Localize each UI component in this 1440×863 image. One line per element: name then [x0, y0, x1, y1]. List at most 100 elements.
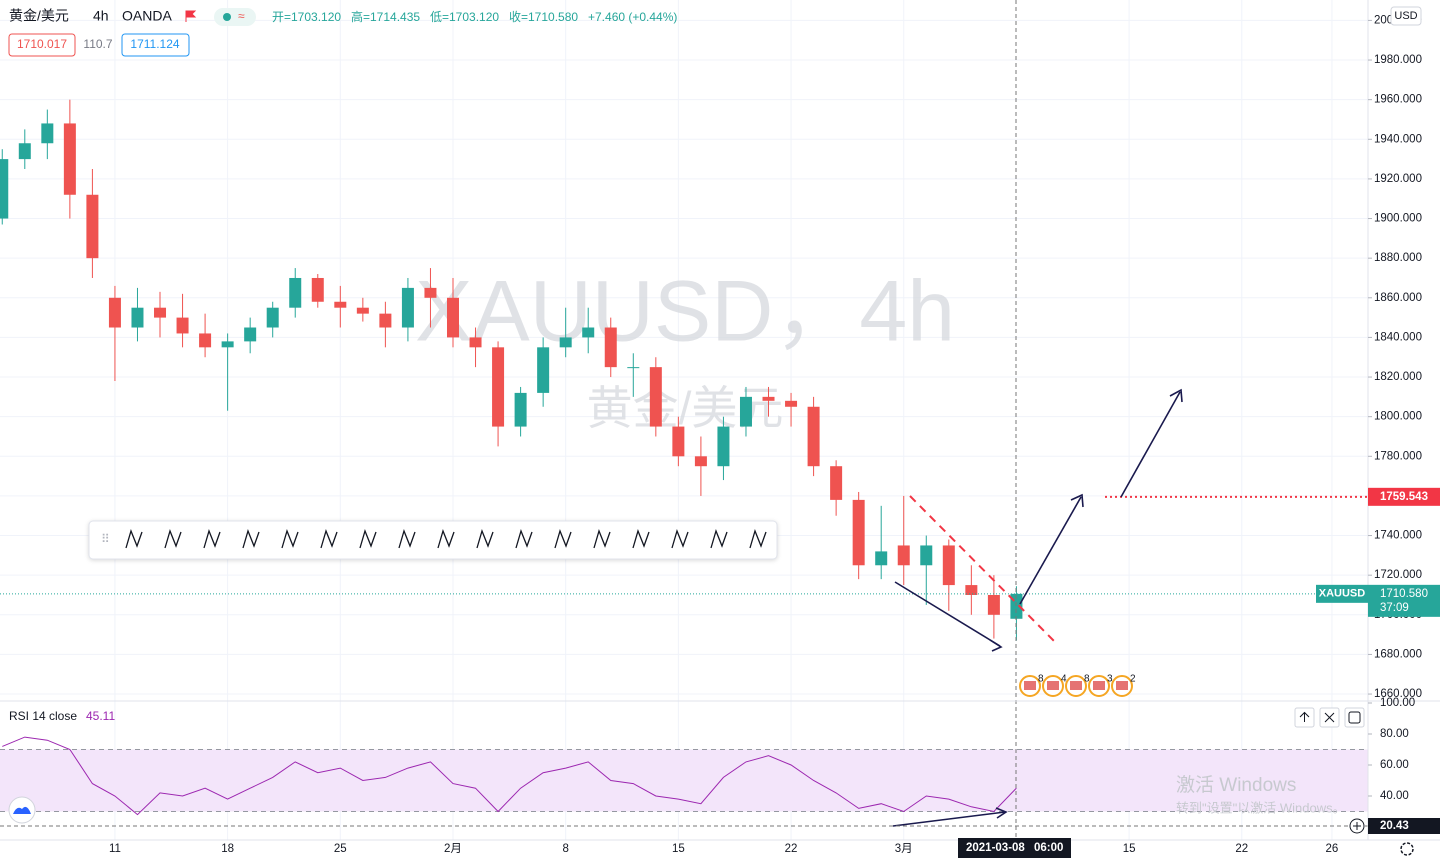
tool-button[interactable] [742, 524, 774, 556]
tool-button[interactable] [196, 524, 228, 556]
tool-button[interactable] [118, 524, 150, 556]
tool-button[interactable] [625, 524, 657, 556]
status-dot [223, 13, 231, 21]
crosshair-time: 06:00 [1034, 842, 1063, 854]
y-tick-label: 1980.000 [1374, 54, 1422, 66]
maximize-button[interactable] [1344, 707, 1365, 728]
crosshair-time-bg [958, 838, 1071, 858]
candle-body [469, 337, 482, 348]
tool-button[interactable] [703, 524, 735, 556]
tool-button[interactable] [586, 524, 618, 556]
candle-body [108, 297, 121, 328]
settings-button[interactable] [1400, 842, 1414, 856]
arrow-down[interactable] [894, 581, 1001, 647]
y-tick-label: 1920.000 [1374, 173, 1422, 185]
candle-body [830, 466, 843, 500]
tool-icon [749, 529, 767, 549]
status-pill[interactable] [214, 8, 256, 26]
candle-body [987, 594, 1000, 615]
tool-icon [437, 529, 455, 549]
candle-body [41, 123, 54, 144]
tool-button[interactable] [235, 524, 267, 556]
tool-icon [320, 529, 338, 549]
symbol-tag: XAUUSD [1319, 588, 1366, 600]
candle-body [649, 367, 662, 427]
tool-button[interactable] [664, 524, 696, 556]
last-price-label: 1710.580 [1380, 588, 1428, 600]
event-count: 8 [1038, 674, 1044, 685]
x-tick-label: 15 [1123, 843, 1136, 855]
tool-icon [476, 529, 494, 549]
candle-body [131, 307, 144, 328]
level-label: 1759.543 [1380, 491, 1428, 503]
tool-icon [203, 529, 221, 549]
arrow-up[interactable] [1019, 496, 1082, 605]
bid-box[interactable] [8, 33, 76, 57]
event-count: 3 [1107, 674, 1113, 685]
tool-button[interactable] [430, 524, 462, 556]
candle-body [672, 426, 685, 457]
interval[interactable]: 4h [93, 8, 109, 24]
tool-button[interactable] [469, 524, 501, 556]
arrow-head [995, 807, 1008, 819]
tool-icon [710, 529, 728, 549]
rsi-arrow[interactable] [892, 811, 1006, 827]
tool-button[interactable] [352, 524, 384, 556]
candle-body [311, 277, 324, 302]
event-flag [1070, 681, 1082, 690]
currency-box[interactable] [1390, 6, 1422, 26]
arrow-up[interactable] [1120, 391, 1181, 498]
tool-icon [593, 529, 611, 549]
tool-button[interactable] [508, 524, 540, 556]
candle-body [920, 545, 933, 566]
flag-icon[interactable] [185, 10, 197, 22]
drag-handle[interactable]: ⠿ [101, 532, 110, 546]
bid[interactable]: 1710.017 [17, 37, 67, 51]
tool-icon [554, 529, 572, 549]
crosshair-rsi: 20.43 [1380, 820, 1409, 832]
tool-button[interactable] [547, 524, 579, 556]
symbol[interactable]: 黄金/美元 [9, 8, 69, 24]
candle-body [266, 307, 279, 328]
arrow-head [989, 639, 1003, 652]
ohlc-change: +7.460 (+0.44%) [588, 10, 677, 24]
rsi-value: 45.11 [86, 709, 115, 723]
x-tick-label: 18 [221, 843, 234, 855]
candle-body [334, 301, 347, 308]
tool-icon [125, 529, 143, 549]
tool-icon [632, 529, 650, 549]
tool-button[interactable] [274, 524, 306, 556]
tool-button[interactable] [157, 524, 189, 556]
y-tick-label: 1940.000 [1374, 133, 1422, 145]
candle-body [356, 307, 369, 314]
tools [118, 524, 774, 556]
event-flag [1024, 681, 1036, 690]
candle-body [807, 406, 820, 467]
rsi-title[interactable]: RSI 14 close [9, 709, 77, 723]
tool-button[interactable] [391, 524, 423, 556]
ask[interactable]: 1711.124 [130, 37, 179, 51]
trend-line[interactable] [909, 495, 1057, 644]
y-tick-label: 1800.000 [1374, 411, 1422, 423]
ohlc-open: 开=1703.120 [272, 10, 341, 24]
tool-button[interactable] [313, 524, 345, 556]
icon [1353, 822, 1361, 830]
candle-body [221, 341, 234, 348]
candle-body [875, 551, 888, 566]
currency[interactable]: USD [1394, 10, 1417, 22]
tool-icon [515, 529, 533, 549]
ask-box[interactable] [121, 33, 190, 57]
x-tick-label: 22 [785, 843, 798, 855]
tool-icon [398, 529, 416, 549]
crosshair-rsi-bg [1368, 818, 1440, 834]
candle-body [604, 327, 617, 368]
candle-body [694, 456, 707, 467]
candle-body [289, 277, 302, 308]
tool-icon [671, 529, 689, 549]
status-icon: ≈ [238, 9, 245, 23]
candle-body [492, 347, 505, 427]
candle-body [176, 317, 189, 334]
drawing-toolbar: ⠿ [88, 520, 778, 560]
candle-body [717, 426, 730, 467]
